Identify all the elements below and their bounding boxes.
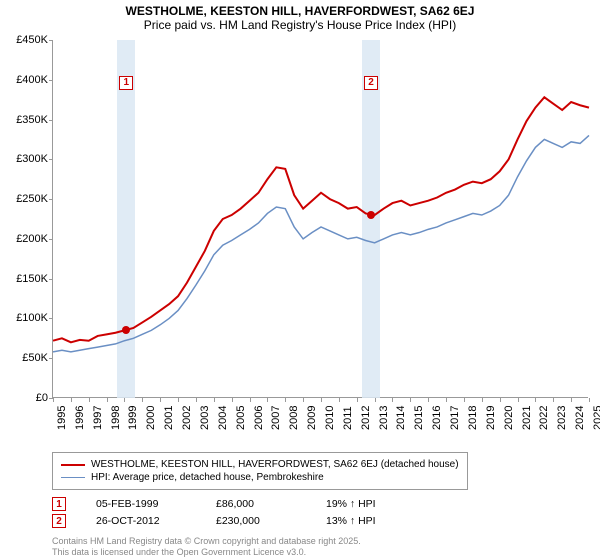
x-axis-label: 1999	[127, 406, 139, 430]
x-axis-label: 2005	[235, 406, 247, 430]
title-sub: Price paid vs. HM Land Registry's House …	[0, 18, 600, 32]
x-axis-label: 1995	[56, 406, 68, 430]
sale-records: 1 05-FEB-1999 £86,000 19% ↑ HPI 2 26-OCT-2012…	[52, 494, 376, 531]
x-axis-label: 2008	[288, 406, 300, 430]
y-axis-label: £100K	[0, 312, 48, 324]
footer-attribution: Contains HM Land Registry data © Crown c…	[52, 536, 361, 558]
record-row: 2 26-OCT-2012 £230,000 13% ↑ HPI	[52, 514, 376, 528]
sale-marker-box: 1	[119, 76, 133, 90]
x-axis-label: 2019	[485, 406, 497, 430]
x-axis-label: 2012	[360, 406, 372, 430]
record-row: 1 05-FEB-1999 £86,000 19% ↑ HPI	[52, 497, 376, 511]
footer-line1: Contains HM Land Registry data © Crown c…	[52, 536, 361, 547]
y-axis-label: £450K	[0, 34, 48, 46]
x-axis-label: 2011	[342, 406, 354, 430]
record-marker-box: 2	[52, 514, 66, 528]
x-axis-label: 1998	[110, 406, 122, 430]
x-axis-label: 2017	[449, 406, 461, 430]
legend-swatch	[61, 464, 85, 466]
x-axis-label: 2006	[253, 406, 265, 430]
x-axis-label: 1997	[92, 406, 104, 430]
record-date: 26-OCT-2012	[96, 515, 186, 527]
title-main: WESTHOLME, KEESTON HILL, HAVERFORDWEST, …	[0, 4, 600, 18]
record-price: £230,000	[216, 515, 296, 527]
x-axis-label: 2023	[556, 406, 568, 430]
x-axis-label: 2016	[431, 406, 443, 430]
x-axis-label: 2022	[538, 406, 550, 430]
legend: WESTHOLME, KEESTON HILL, HAVERFORDWEST, …	[52, 452, 468, 490]
x-axis-label: 2013	[378, 406, 390, 430]
chart-container: WESTHOLME, KEESTON HILL, HAVERFORDWEST, …	[0, 0, 600, 560]
y-axis-label: £50K	[0, 352, 48, 364]
x-axis-label: 2015	[413, 406, 425, 430]
record-marker-box: 1	[52, 497, 66, 511]
legend-swatch	[61, 477, 85, 478]
series-line	[53, 97, 589, 342]
legend-item: HPI: Average price, detached house, Pemb…	[61, 472, 459, 483]
x-axis-label: 2004	[217, 406, 229, 430]
record-price: £86,000	[216, 498, 296, 510]
sale-marker-dot	[367, 211, 375, 219]
legend-label: WESTHOLME, KEESTON HILL, HAVERFORDWEST, …	[91, 459, 459, 470]
y-axis-label: £250K	[0, 193, 48, 205]
x-axis-label: 2009	[306, 406, 318, 430]
title-block: WESTHOLME, KEESTON HILL, HAVERFORDWEST, …	[0, 0, 600, 32]
x-axis-label: 2024	[574, 406, 586, 430]
y-axis-label: £300K	[0, 153, 48, 165]
footer-line2: This data is licensed under the Open Gov…	[52, 547, 361, 558]
x-axis-label: 2000	[145, 406, 157, 430]
chart-area: 12 £0£50K£100K£150K£200K£250K£300K£350K£…	[52, 40, 588, 420]
series-lines	[53, 40, 589, 398]
x-axis-label: 2001	[163, 406, 175, 430]
y-axis-label: £400K	[0, 74, 48, 86]
x-axis-label: 2025	[592, 406, 600, 430]
series-line	[53, 135, 589, 351]
record-date: 05-FEB-1999	[96, 498, 186, 510]
sale-marker-box: 2	[364, 76, 378, 90]
x-axis-label: 2020	[503, 406, 515, 430]
legend-label: HPI: Average price, detached house, Pemb…	[91, 472, 324, 483]
x-axis-label: 2007	[270, 406, 282, 430]
legend-item: WESTHOLME, KEESTON HILL, HAVERFORDWEST, …	[61, 459, 459, 470]
record-delta: 19% ↑ HPI	[326, 498, 376, 510]
record-delta: 13% ↑ HPI	[326, 515, 376, 527]
y-axis-label: £0	[0, 392, 48, 404]
x-axis-label: 2014	[395, 406, 407, 430]
sale-marker-dot	[122, 326, 130, 334]
y-axis-label: £200K	[0, 233, 48, 245]
x-axis-label: 1996	[74, 406, 86, 430]
x-axis-label: 2010	[324, 406, 336, 430]
x-axis-label: 2003	[199, 406, 211, 430]
x-axis-label: 2018	[467, 406, 479, 430]
x-axis-label: 2002	[181, 406, 193, 430]
y-axis-label: £150K	[0, 273, 48, 285]
x-axis-label: 2021	[521, 406, 533, 430]
plot-region: 12	[52, 40, 588, 398]
y-axis-label: £350K	[0, 114, 48, 126]
